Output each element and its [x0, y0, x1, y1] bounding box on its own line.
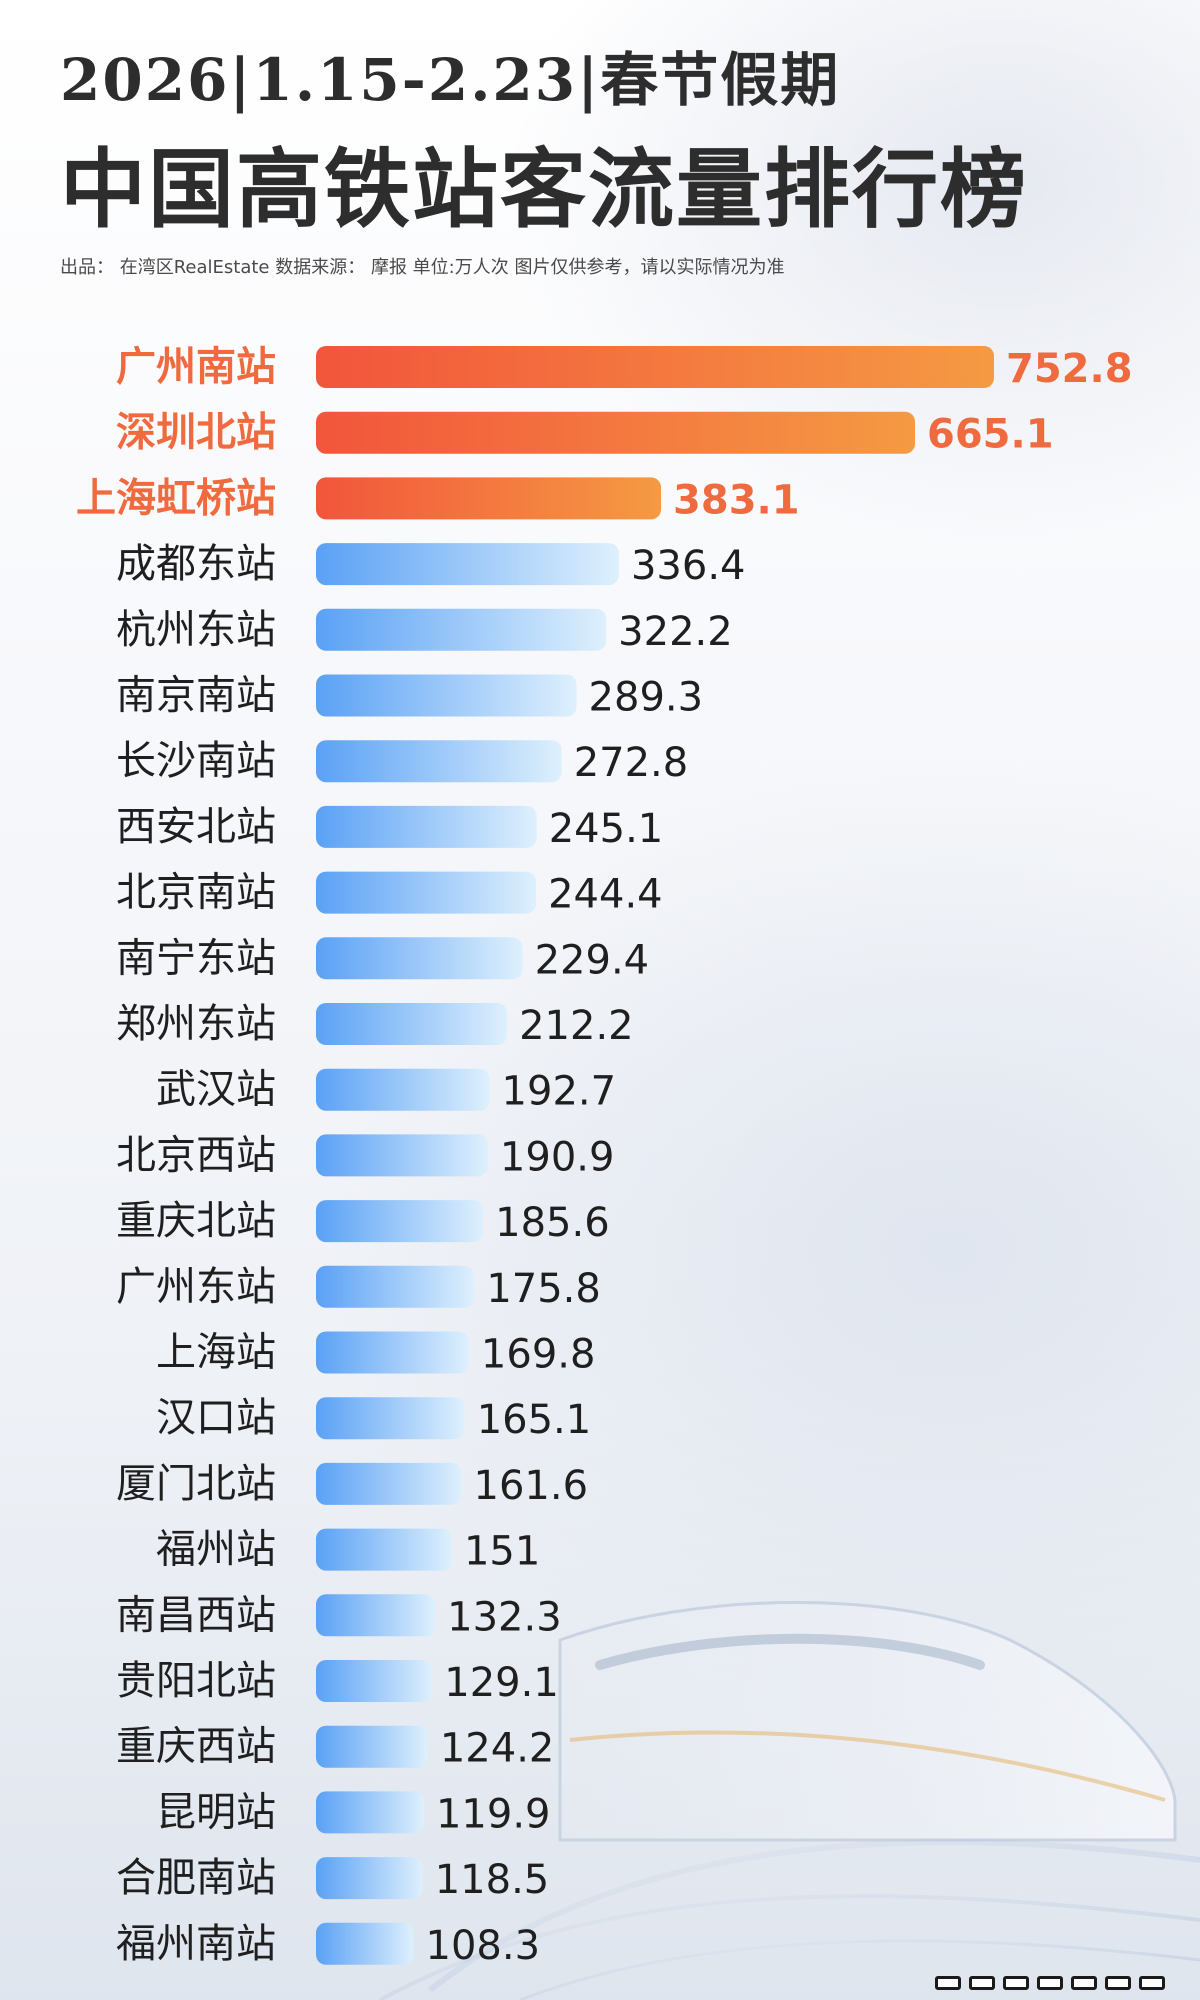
value-label: 192.7 [502, 1069, 617, 1115]
category-label: 福州南站 [116, 1921, 276, 1967]
value-label: 272.8 [574, 740, 689, 786]
bar [316, 1660, 433, 1702]
bars-group: 广州南站 752.8 深圳北站 665.1 上海虹桥站 383.1 成都东站 336.4 杭州东… [76, 344, 1133, 1969]
value-label: 244.4 [548, 872, 663, 918]
category-label: 成都东站 [116, 541, 276, 587]
value-label: 245.1 [549, 806, 664, 852]
value-label: 190.9 [500, 1134, 615, 1180]
footer-block [1037, 1976, 1063, 1990]
value-label: 336.4 [631, 543, 746, 589]
category-label: 福州站 [156, 1527, 276, 1573]
bar [316, 1725, 428, 1768]
value-label: 169.8 [481, 1332, 596, 1378]
credits-line: 出品： 在湾区RealEstate 数据来源： 摩报 单位:万人次 图片仅供参考… [60, 257, 785, 278]
footer-block [935, 1976, 961, 1990]
train-window-strip [595, 1633, 985, 1670]
footer-block [1105, 1976, 1131, 1990]
value-label: 132.3 [447, 1594, 562, 1640]
bar [316, 674, 577, 717]
bar [316, 1134, 488, 1177]
category-label: 合肥南站 [116, 1855, 276, 1901]
category-label: 广州南站 [116, 344, 276, 390]
category-label: 北京南站 [116, 870, 276, 916]
headline: 2026|1.15-2.23|春节假期 [60, 46, 841, 114]
category-label: 南宁东站 [116, 935, 276, 981]
bar [316, 1200, 484, 1243]
bar [316, 1791, 424, 1834]
value-label: 151 [464, 1529, 540, 1575]
value-label: 175.8 [486, 1266, 601, 1312]
value-label: 124.2 [440, 1726, 555, 1772]
train-stripe [569, 1730, 1166, 1802]
bar [316, 937, 523, 980]
value-label: 119.9 [436, 1791, 551, 1837]
light-trail-3 [519, 1939, 1200, 2000]
bar [316, 740, 562, 783]
train-shape [558, 1601, 1177, 1842]
category-label: 长沙南站 [116, 738, 276, 784]
bar [316, 1857, 423, 1900]
category-label: 北京西站 [116, 1132, 276, 1178]
bar [316, 543, 619, 586]
category-label: 武汉站 [156, 1067, 276, 1113]
value-label: 752.8 [1006, 346, 1133, 392]
light-trail-1 [428, 1839, 1200, 1993]
value-label: 129.1 [444, 1660, 559, 1706]
bar [316, 1594, 436, 1637]
bar [316, 1528, 452, 1571]
value-label: 118.5 [435, 1857, 550, 1903]
category-label: 厦门北站 [116, 1461, 276, 1507]
bar [316, 871, 537, 914]
value-label: 108.3 [426, 1923, 541, 1969]
bar [316, 1922, 414, 1965]
value-label: 161.6 [474, 1463, 589, 1509]
value-label: 322.2 [618, 609, 733, 655]
footer-block [1003, 1976, 1029, 1990]
bar [316, 477, 662, 520]
category-label: 西安北站 [116, 804, 276, 850]
bar [316, 1265, 475, 1308]
value-label: 165.1 [477, 1397, 592, 1443]
bar [316, 1003, 508, 1045]
light-trail-2 [379, 1894, 1200, 2000]
main-title: 中国高铁站客流量排行榜 [60, 139, 1028, 240]
value-label: 383.1 [673, 477, 800, 523]
value-label: 289.3 [589, 675, 704, 721]
bar [316, 608, 607, 651]
category-label: 汉口站 [156, 1395, 276, 1441]
category-label: 贵阳北站 [116, 1658, 276, 1704]
footer-block [969, 1976, 995, 1990]
bar [316, 1068, 490, 1111]
category-label: 南昌西站 [116, 1592, 276, 1638]
category-label: 上海站 [156, 1330, 276, 1376]
category-label: 上海虹桥站 [76, 475, 276, 521]
category-label: 重庆西站 [116, 1724, 276, 1770]
footer-decoration [935, 1976, 1175, 1990]
bar [316, 1462, 462, 1505]
category-label: 郑州东站 [116, 1001, 276, 1047]
category-label: 杭州东站 [116, 607, 276, 653]
value-label: 229.4 [535, 937, 650, 983]
bar [316, 346, 994, 388]
footer-block [1139, 1976, 1165, 1990]
category-label: 重庆北站 [116, 1198, 276, 1244]
category-label: 昆明站 [156, 1789, 276, 1835]
bar [316, 1397, 465, 1440]
value-label: 212.2 [519, 1003, 634, 1049]
footer-block [1071, 1976, 1097, 1990]
value-label: 665.1 [927, 412, 1054, 458]
bar [316, 1331, 469, 1374]
category-label: 南京南站 [116, 673, 276, 719]
bar [316, 411, 916, 454]
value-label: 185.6 [495, 1200, 610, 1246]
category-label: 深圳北站 [116, 410, 276, 456]
bar [316, 805, 537, 848]
category-label: 广州东站 [116, 1264, 276, 1310]
